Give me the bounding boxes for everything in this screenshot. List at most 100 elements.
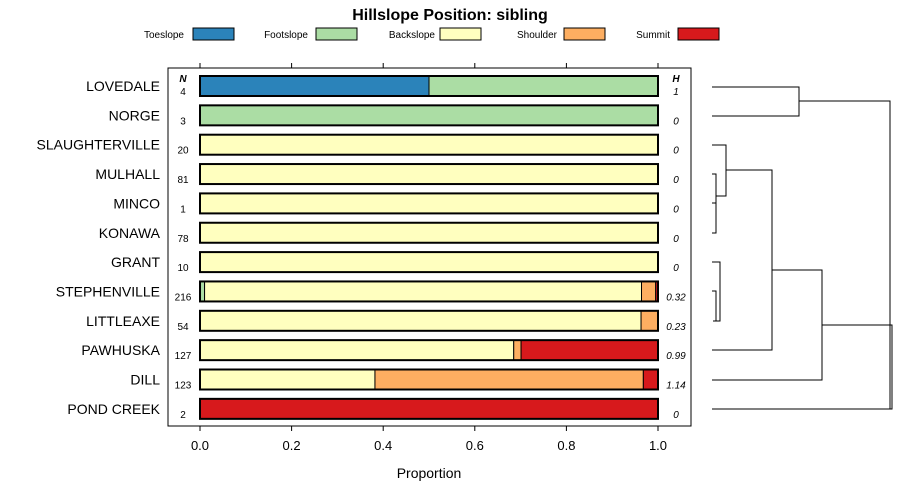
bar-segment (513, 339, 522, 361)
legend-swatch (192, 27, 235, 41)
n-value: 216 (175, 292, 192, 303)
category-label: SLAUGHTERVILLE (37, 137, 160, 153)
bar-outline (199, 75, 659, 97)
n-value: 54 (177, 322, 189, 333)
bar-segment (199, 398, 659, 420)
category-label: POND CREEK (67, 401, 160, 417)
n-value: 20 (177, 146, 189, 157)
category-label: MINCO (113, 195, 160, 211)
n-header: N (179, 74, 187, 85)
bar-segment (428, 75, 659, 97)
bar-segment (199, 163, 659, 185)
n-value: 81 (177, 175, 189, 186)
legend-swatch (563, 27, 606, 41)
x-axis: 0.0 0.2 0.4 0.6 0.8 1.0 (191, 63, 667, 453)
bar-outline (199, 280, 659, 303)
category-label: PAWHUSKA (81, 342, 160, 358)
bar-segment (199, 192, 659, 214)
x-tick-label: 0.2 (283, 438, 301, 453)
h-value: 0 (673, 146, 679, 157)
n-value: 127 (175, 351, 192, 362)
n-value: 1 (180, 204, 186, 215)
bar-segment (520, 339, 659, 361)
category-label: KONAWA (99, 225, 161, 241)
legend-label: Footslope (264, 30, 308, 41)
category-label: MULHALL (95, 166, 160, 182)
bar-outline (199, 251, 659, 274)
dendrogram-link (712, 290, 717, 321)
plot-frame (167, 67, 692, 427)
bar-segment (641, 280, 657, 302)
bar-outline (199, 309, 659, 332)
x-tick-label: 0.0 (191, 438, 209, 453)
bar-segment (199, 222, 659, 244)
n-value: 78 (177, 234, 189, 245)
category-label: NORGE (109, 107, 160, 123)
bar-segment (642, 369, 659, 390)
category-label: LITTLEAXE (86, 313, 160, 329)
h-value: 0 (673, 410, 679, 421)
dendrogram-link (712, 144, 727, 197)
bar-outline (199, 192, 659, 215)
bar-outline (199, 104, 659, 127)
h-value: 0 (673, 263, 679, 274)
n-value: 4 (180, 87, 186, 98)
chart-title: Hillslope Position: sibling (352, 7, 548, 24)
legend: Toeslope Footslope Backslope Shoulder Summit (144, 27, 720, 41)
bar-segment (199, 339, 515, 361)
h-value: 1 (673, 87, 679, 98)
bar-segment (199, 251, 659, 273)
bar-segment (199, 104, 659, 126)
h-header: H (672, 74, 680, 85)
dendrogram (712, 86, 893, 410)
n-value: 123 (175, 381, 192, 392)
bar-segment (199, 75, 430, 97)
n-value: 3 (180, 116, 186, 127)
legend-label: Summit (636, 30, 670, 41)
h-value: 0 (673, 116, 679, 127)
category-label: GRANT (111, 254, 160, 270)
category-label: LOVEDALE (86, 78, 160, 94)
x-tick-label: 0.4 (374, 438, 392, 453)
dendrogram-link (712, 86, 800, 117)
dendrogram-link (712, 269, 823, 381)
legend-swatch (315, 27, 358, 41)
h-value: 0 (673, 175, 679, 186)
x-tick-label: 0.8 (557, 438, 575, 453)
category-label: STEPHENVILLE (56, 283, 160, 299)
bar-segment (199, 369, 376, 390)
bar-outline (199, 368, 659, 391)
n-value: 2 (180, 410, 186, 421)
dendrogram-link (799, 100, 891, 409)
n-value: 10 (177, 263, 189, 274)
bar-segment (199, 134, 659, 156)
bar-outline (199, 397, 659, 420)
bar-segment (374, 369, 644, 390)
h-value: 0.99 (666, 351, 686, 362)
bar-outline (199, 133, 659, 156)
legend-label: Backslope (389, 30, 436, 41)
bar-segment (204, 280, 643, 302)
legend-label: Toeslope (144, 30, 184, 41)
dendrogram-link (712, 169, 773, 351)
dendrogram-link (712, 324, 893, 410)
legend-swatch (439, 27, 482, 41)
dendrogram-link (712, 202, 717, 234)
h-value: 0 (673, 234, 679, 245)
x-tick-label: 1.0 (649, 438, 667, 453)
bar-outline (199, 339, 659, 362)
h-value: 0.23 (666, 322, 686, 333)
category-label: DILL (130, 372, 160, 388)
x-tick-label: 0.6 (466, 438, 484, 453)
legend-swatch (677, 27, 720, 41)
h-value: 1.14 (666, 381, 686, 392)
h-value: 0 (673, 204, 679, 215)
bar-outline (199, 163, 659, 186)
dendrogram-link (712, 173, 717, 218)
x-axis-title: Proportion (397, 465, 462, 481)
h-value: 0.32 (666, 292, 686, 303)
legend-label: Shoulder (517, 30, 558, 41)
bar-segment (640, 310, 659, 332)
